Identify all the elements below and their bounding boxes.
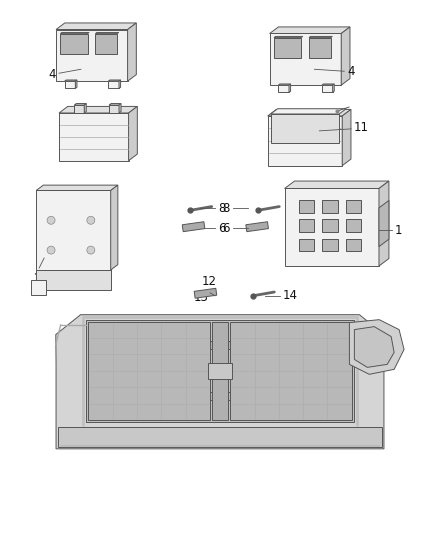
Polygon shape	[88, 321, 210, 420]
Polygon shape	[56, 23, 136, 29]
Polygon shape	[95, 34, 117, 54]
Polygon shape	[65, 80, 77, 81]
Polygon shape	[56, 314, 384, 449]
Polygon shape	[299, 239, 314, 252]
Polygon shape	[85, 320, 354, 422]
Polygon shape	[109, 105, 119, 113]
Polygon shape	[322, 85, 332, 92]
Text: 4: 4	[347, 64, 355, 78]
Polygon shape	[59, 113, 129, 160]
Text: 12: 12	[202, 276, 217, 288]
Bar	[194, 288, 217, 298]
Text: 14: 14	[283, 289, 297, 302]
Polygon shape	[346, 239, 361, 252]
Polygon shape	[274, 36, 303, 38]
Text: 2: 2	[33, 272, 41, 285]
Polygon shape	[84, 103, 86, 113]
Polygon shape	[88, 392, 353, 400]
Polygon shape	[270, 34, 341, 85]
Polygon shape	[88, 367, 353, 375]
Polygon shape	[127, 23, 136, 81]
Polygon shape	[278, 84, 290, 85]
Polygon shape	[31, 280, 46, 295]
Polygon shape	[299, 220, 314, 232]
Circle shape	[87, 246, 95, 254]
Polygon shape	[268, 116, 342, 166]
Polygon shape	[379, 200, 389, 247]
Bar	[182, 222, 205, 232]
Polygon shape	[346, 200, 361, 213]
Polygon shape	[36, 185, 118, 190]
Polygon shape	[322, 84, 334, 85]
Circle shape	[87, 216, 95, 224]
Polygon shape	[285, 189, 379, 266]
Polygon shape	[212, 321, 228, 420]
Polygon shape	[354, 327, 394, 367]
Polygon shape	[109, 103, 121, 105]
Polygon shape	[309, 36, 332, 38]
Polygon shape	[108, 81, 119, 88]
Polygon shape	[36, 270, 111, 290]
Polygon shape	[270, 27, 350, 34]
Polygon shape	[65, 81, 75, 88]
Polygon shape	[322, 220, 338, 232]
Polygon shape	[350, 320, 404, 374]
Polygon shape	[346, 220, 361, 232]
Polygon shape	[271, 114, 339, 143]
Polygon shape	[60, 33, 89, 34]
Polygon shape	[285, 181, 389, 189]
Polygon shape	[56, 29, 127, 81]
Polygon shape	[342, 109, 351, 166]
Polygon shape	[59, 107, 138, 113]
Polygon shape	[111, 185, 118, 270]
Text: 8: 8	[223, 202, 230, 215]
Polygon shape	[75, 80, 77, 88]
Text: 8: 8	[218, 202, 226, 215]
Polygon shape	[208, 363, 232, 379]
Text: 4: 4	[49, 68, 56, 80]
Polygon shape	[274, 38, 301, 58]
Polygon shape	[36, 190, 111, 270]
Text: 13: 13	[193, 292, 208, 304]
Polygon shape	[278, 85, 289, 92]
Text: 1: 1	[395, 224, 403, 237]
Polygon shape	[299, 200, 314, 213]
Polygon shape	[341, 27, 350, 85]
Polygon shape	[309, 38, 331, 58]
Polygon shape	[108, 80, 120, 81]
Polygon shape	[322, 200, 338, 213]
Polygon shape	[74, 105, 84, 113]
Polygon shape	[332, 84, 334, 92]
Text: 11: 11	[354, 122, 369, 134]
Polygon shape	[58, 427, 382, 447]
Circle shape	[47, 216, 55, 224]
Polygon shape	[271, 109, 346, 114]
Text: 6: 6	[218, 222, 226, 235]
Text: 6: 6	[223, 222, 230, 235]
Polygon shape	[74, 103, 86, 105]
Polygon shape	[289, 84, 290, 92]
Polygon shape	[60, 34, 88, 54]
Polygon shape	[379, 181, 389, 266]
Bar	[246, 222, 268, 232]
Polygon shape	[119, 103, 121, 113]
Polygon shape	[322, 239, 338, 252]
Circle shape	[47, 246, 55, 254]
Polygon shape	[119, 80, 120, 88]
Polygon shape	[129, 107, 138, 160]
Polygon shape	[230, 321, 353, 420]
Polygon shape	[88, 341, 353, 349]
Polygon shape	[95, 33, 119, 34]
Polygon shape	[268, 109, 351, 116]
